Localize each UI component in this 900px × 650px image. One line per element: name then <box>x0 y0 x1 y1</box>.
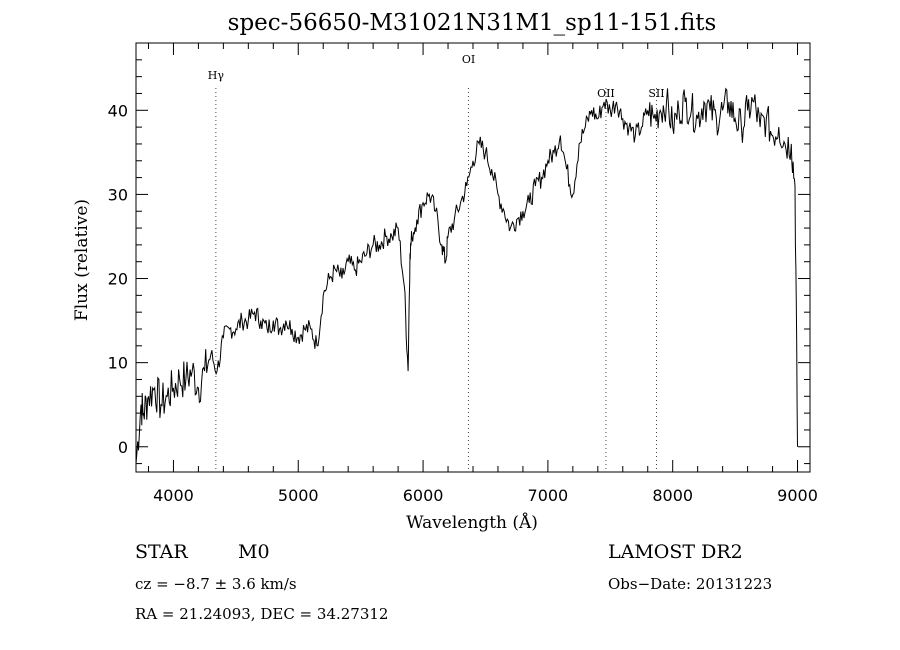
line-marker-label: Hγ <box>208 69 225 82</box>
chart-title: spec-56650-M31021N31M1_sp11-151.fits <box>227 10 717 36</box>
x-tick-label: 8000 <box>652 486 693 505</box>
object-subclass: M0 <box>238 541 270 563</box>
y-axis-label: Flux (relative) <box>72 198 92 322</box>
line-marker-label: OII <box>597 87 615 100</box>
x-tick-label: 5000 <box>278 486 319 505</box>
axis-ticks <box>136 42 810 472</box>
line-markers: Hγ OI OII SII <box>208 53 665 472</box>
y-tick-label: 20 <box>108 270 128 289</box>
observation-date: Obs−Date: 20131223 <box>608 575 773 593</box>
x-tick-label: 6000 <box>403 486 444 505</box>
survey-name: LAMOST DR2 <box>608 541 743 563</box>
y-tick-label: 30 <box>108 185 128 204</box>
line-marker-label: SII <box>648 87 664 100</box>
y-tick-label: 40 <box>108 101 128 120</box>
axis-tick-labels: 4000 5000 6000 7000 8000 9000 0 10 20 30 40 <box>108 101 818 505</box>
redshift-cz: cz = −8.7 ± 3.6 km/s <box>135 575 297 593</box>
spectrum-line <box>135 87 798 464</box>
x-axis-label: Wavelength (Å) <box>406 513 538 533</box>
object-class: STAR <box>135 541 188 563</box>
x-tick-label: 7000 <box>528 486 569 505</box>
x-tick-label: 9000 <box>777 486 818 505</box>
y-tick-label: 0 <box>118 438 128 457</box>
x-tick-label: 4000 <box>153 486 194 505</box>
y-tick-label: 10 <box>108 354 128 373</box>
coordinates: RA = 21.24093, DEC = 34.27312 <box>135 605 389 623</box>
line-marker-label: OI <box>462 53 475 66</box>
plot-frame <box>135 42 811 473</box>
